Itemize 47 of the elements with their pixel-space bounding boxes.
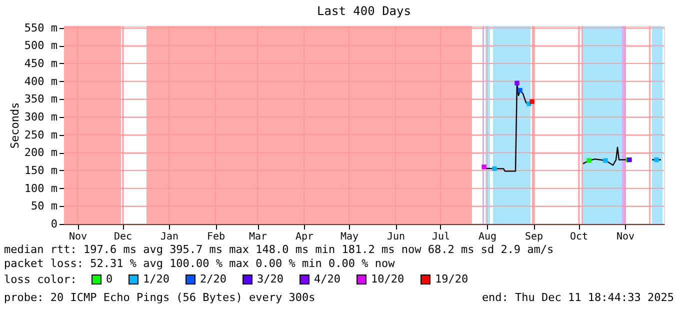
x-tick-label: Dec [114, 232, 132, 242]
y-axis-title: Seconds [8, 102, 22, 149]
point [603, 158, 608, 163]
point [492, 166, 497, 172]
x-tick-label: Feb [206, 232, 226, 242]
legend-label: 19/20 [435, 272, 468, 286]
legend-title: loss color: [4, 273, 77, 286]
x-tick-label: May [340, 232, 359, 242]
x-tick-label: Nov [616, 232, 635, 242]
y-tick-label: 150 m [24, 164, 58, 177]
x-tick-label: Jan [160, 232, 179, 242]
y-tick-label: 0 [50, 218, 58, 230]
y-tick-label: 300 m [24, 110, 58, 124]
legend-label: 2/20 [200, 272, 226, 286]
y-tick-label: 250 m [24, 128, 58, 142]
y-tick-label: 200 m [24, 146, 58, 160]
point [654, 157, 659, 162]
x-tick-label: Jul [432, 232, 450, 242]
y-tick-label: 350 m [24, 92, 58, 106]
y-tick-label: 50 m [31, 200, 58, 213]
x-tick-label: Sep [524, 232, 544, 242]
text: probe: 20 ICMP Echo Pings (56 Bytes) every 300s [4, 291, 316, 304]
x-tick-label: Oct [570, 232, 588, 242]
y-tick-label: 450 m [24, 56, 58, 70]
point [482, 164, 486, 170]
y-tick-label: 400 m [24, 74, 58, 88]
point [514, 80, 520, 86]
point [530, 99, 534, 104]
x-tick-label: Apr [295, 232, 314, 242]
x-tick-label: Mar [248, 232, 268, 242]
legend-label: 3/20 [257, 272, 284, 286]
legend-label: 4/20 [314, 272, 340, 286]
x-tick-label: Aug [478, 232, 497, 242]
text: packet loss: 52.31 % avg 100.00 % max 0.00 % min 0.00 % now [4, 257, 396, 270]
legend-label: 10/20 [371, 272, 404, 286]
chart-title: Last 400 Days [317, 4, 411, 18]
y-tick-label: 550 m [24, 21, 58, 34]
legend-label: 1/20 [143, 272, 170, 286]
y-tick-label: 100 m [24, 182, 58, 195]
x-tick-label: Nov [68, 232, 88, 242]
point [518, 88, 522, 93]
y-tick-label: 500 m [24, 39, 58, 52]
legend-label: 0 [106, 272, 113, 286]
x-tick-label: Jun [386, 232, 406, 242]
text: end: Thu Dec 11 18:44:33 2025 [482, 291, 674, 304]
text: median rtt: 197.6 ms avg 395.7 ms max 148.0 ms min 181.2 ms now 68.2 ms sd 2.9 am/s [4, 243, 554, 256]
point [586, 158, 592, 163]
